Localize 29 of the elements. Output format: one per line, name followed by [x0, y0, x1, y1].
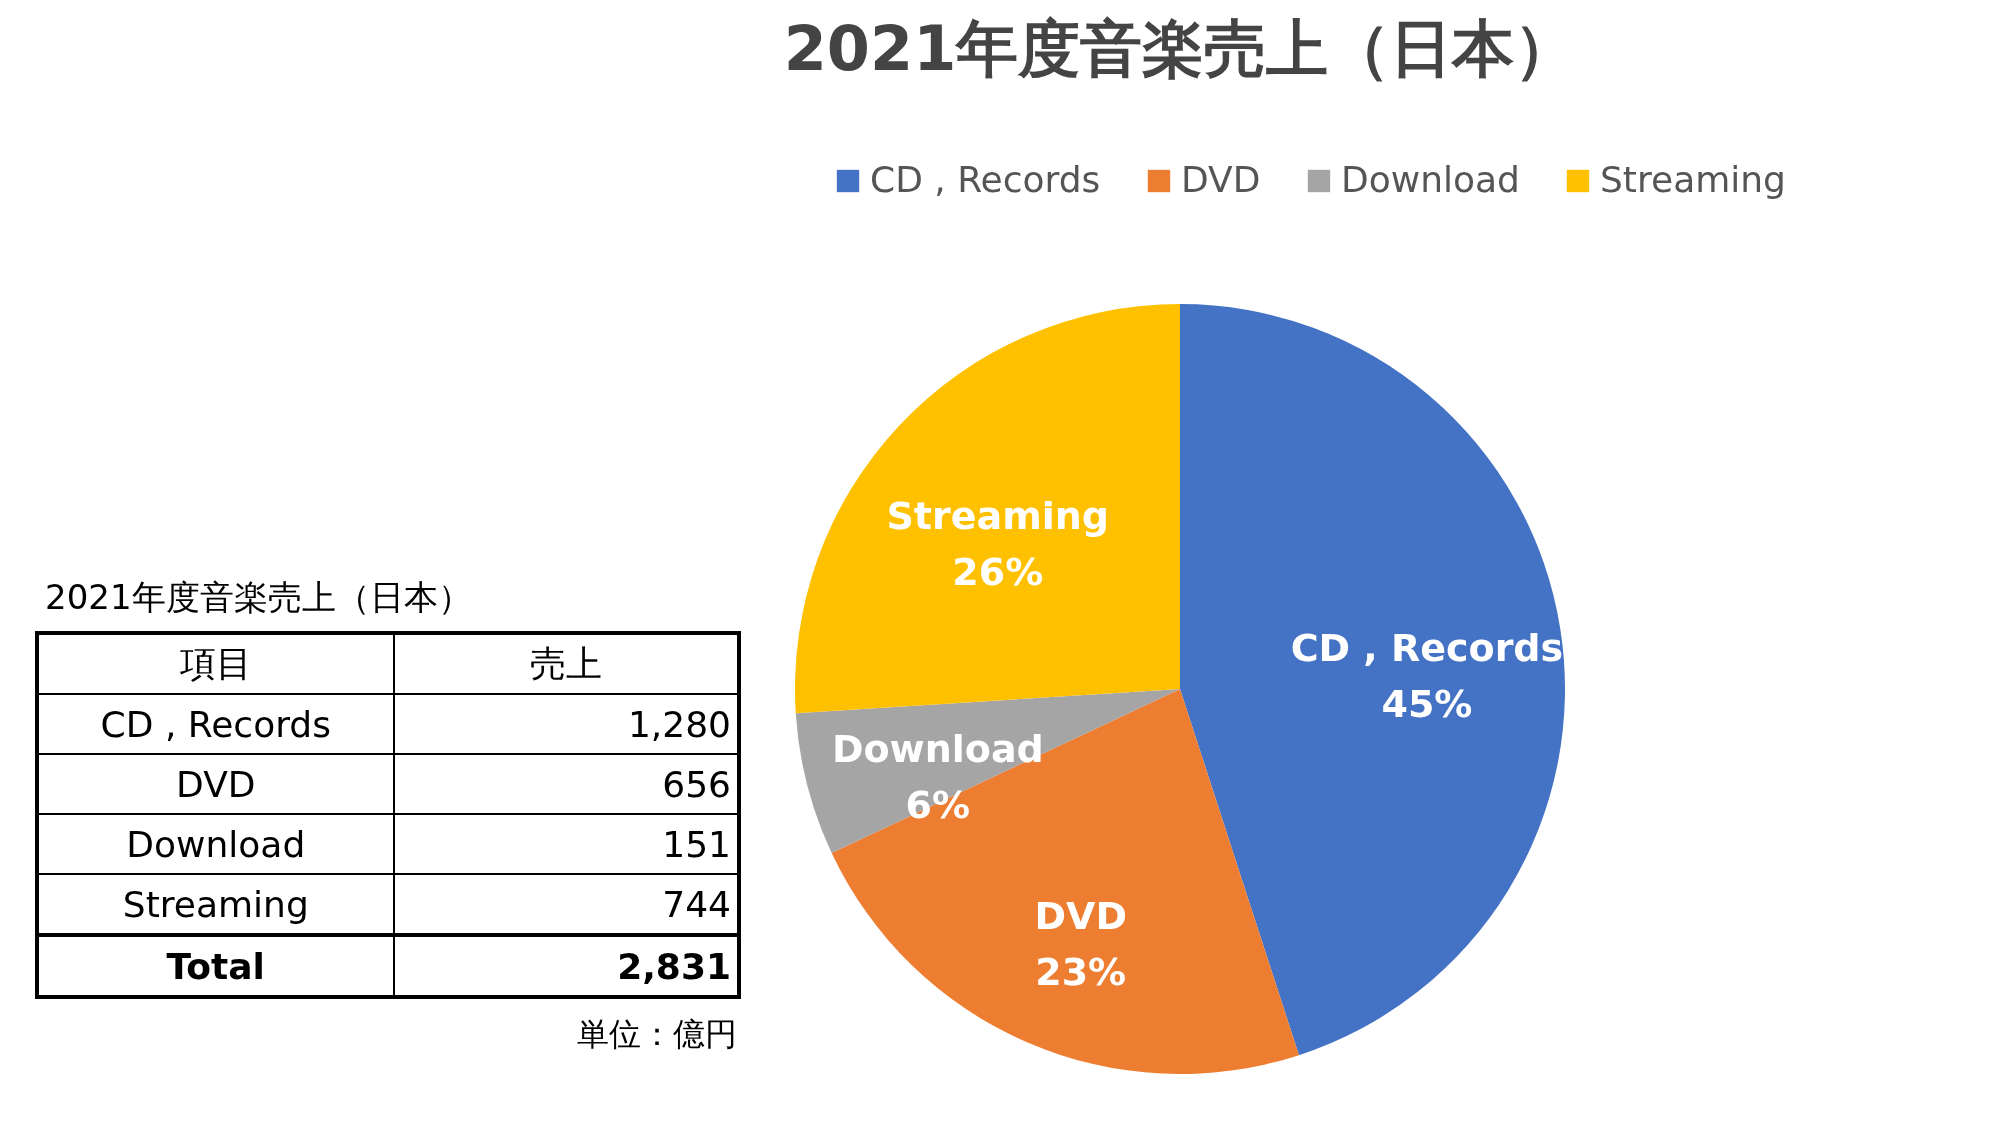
- pie-slice: [1180, 304, 1565, 1056]
- data-label: 45%: [1381, 681, 1473, 726]
- text: 項目: [37, 633, 394, 694]
- slice-label: CD , Records: [1290, 625, 1564, 670]
- chart-title: 2021年度音楽売上（日本）: [783, 12, 1577, 85]
- slice-label: Streaming: [886, 493, 1110, 538]
- text: 2021年度音楽売上（日本）: [45, 576, 473, 619]
- text: 744: [662, 883, 731, 925]
- category-label: Streaming: [37, 874, 394, 935]
- text: 2,831: [617, 945, 731, 987]
- slice-label: Download: [831, 727, 1044, 772]
- text: 656: [662, 763, 731, 805]
- data-label: 23%: [1035, 950, 1127, 995]
- text: 151: [662, 823, 731, 865]
- text: 売上: [393, 633, 739, 694]
- text: 1,280: [627, 703, 731, 745]
- category-label: CD , Records: [37, 694, 394, 754]
- pie-slice: [831, 689, 1299, 1074]
- legend-label: DVD: [1181, 159, 1261, 200]
- legend-label: CD , Records: [870, 159, 1101, 200]
- category-label: Total: [37, 935, 394, 997]
- legend-label: Streaming: [1600, 159, 1786, 200]
- slice-label: DVD: [1034, 894, 1127, 939]
- text: 単位：億円: [576, 1014, 738, 1055]
- category-label: Download: [37, 814, 394, 874]
- category-label: DVD: [37, 754, 394, 814]
- data-label: 26%: [952, 549, 1044, 594]
- legend-label: Download: [1341, 159, 1520, 200]
- pie-slice: [795, 304, 1180, 714]
